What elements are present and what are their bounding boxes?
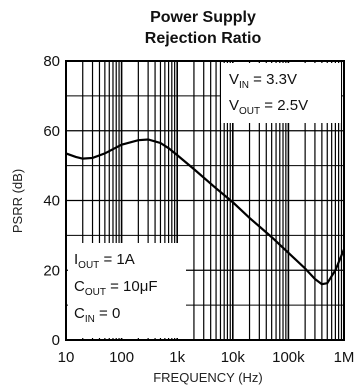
x-tick-label: 1k [169,349,185,366]
x-tick-label: 100 [109,349,134,366]
x-tick-label: 1M [334,349,355,366]
annotation-vout: VOUT = 2.5V [229,97,308,117]
plot-frame [65,60,345,341]
y-tick-label: 80 [43,53,60,70]
y-tick-labels: 0 20 40 60 80 [43,53,60,349]
conditions-box-bottom-left [68,243,186,338]
y-tick-label: 60 [43,123,60,140]
x-axis-label: FREQUENCY (Hz) [153,370,263,385]
x-tick-labels: 10 100 1k 10k 100k 1M [58,349,355,366]
annotation-vin: VIN = 3.3V [229,71,297,91]
x-tick-label: 100k [272,349,305,366]
psrr-curve [65,138,346,286]
annotation-cout: COUT = 10μF [74,278,158,298]
annotation-iout: IOUT = 1A [74,251,135,271]
annotation-cin: CIN = 0 [74,305,120,325]
y-tick-label: 0 [52,332,60,349]
chart-title-line2: Rejection Ratio [145,30,262,47]
chart-title-line1: Power Supply [150,9,256,26]
x-tick-label: 10k [221,349,246,366]
y-tick-label: 40 [43,193,60,210]
y-tick-label: 20 [43,262,60,279]
conditions-box-top-right [221,63,341,123]
y-axis-label: PSRR (dB) [10,169,25,233]
x-tick-label: 10 [58,349,75,366]
